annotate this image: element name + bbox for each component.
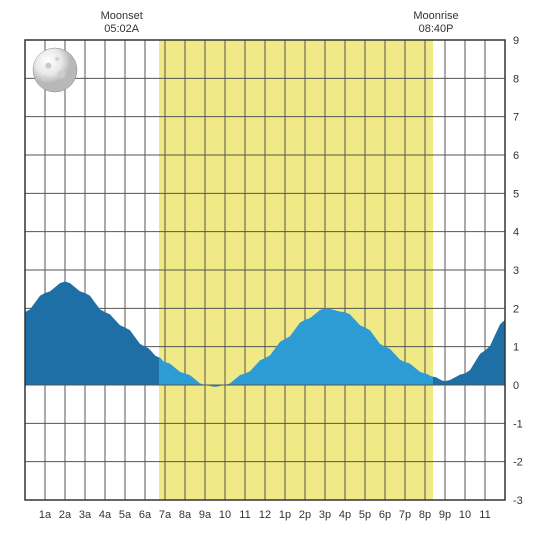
x-tick-label: 4a [99,509,112,521]
moonset-label: Moonset 05:02A [101,10,143,36]
x-tick-label: 9a [199,509,212,521]
y-tick-label: 5 [513,188,519,200]
y-tick-label: 9 [513,35,519,47]
x-tick-label: 3p [319,509,331,521]
x-tick-label: 12 [259,509,271,521]
x-tick-label: 11 [479,509,490,521]
tide-chart: Moonset 05:02A Moonrise 08:40P -3-2-1012… [10,10,540,540]
x-tick-label: 2p [299,509,311,521]
chart-svg: -3-2-101234567891a2a3a4a5a6a7a8a9a101112… [10,10,540,540]
moonset-text: Moonset [101,10,143,22]
y-tick-label: 7 [513,112,519,124]
y-tick-label: 3 [513,265,519,277]
x-tick-label: 7p [399,509,411,521]
x-tick-label: 6p [379,509,391,521]
x-tick-label: 9p [439,509,451,521]
moonset-time: 05:02A [101,23,143,36]
x-tick-label: 3a [79,509,92,521]
x-tick-label: 6a [139,509,152,521]
y-tick-label: 8 [513,73,519,85]
x-tick-label: 11 [239,509,250,521]
x-tick-label: 2a [59,509,72,521]
y-tick-label: -2 [513,457,523,469]
x-tick-label: 8a [179,509,192,521]
x-tick-label: 5p [359,509,371,521]
y-tick-label: 1 [513,342,519,354]
y-tick-label: 4 [513,227,519,239]
x-tick-label: 8p [419,509,431,521]
moonrise-time: 08:40P [413,23,458,36]
x-tick-label: 7a [159,509,172,521]
moonrise-label: Moonrise 08:40P [413,10,458,36]
x-tick-label: 5a [119,509,132,521]
y-tick-label: -3 [513,495,523,507]
y-tick-label: -1 [513,418,523,430]
y-tick-label: 2 [513,303,519,315]
x-tick-label: 1p [279,509,291,521]
x-tick-label: 4p [339,509,351,521]
x-tick-label: 1a [39,509,52,521]
moonrise-text: Moonrise [413,10,458,22]
moon-icon [30,45,80,95]
y-tick-label: 6 [513,150,519,162]
x-tick-label: 10 [459,509,471,521]
x-tick-label: 10 [219,509,231,521]
y-tick-label: 0 [513,380,519,392]
